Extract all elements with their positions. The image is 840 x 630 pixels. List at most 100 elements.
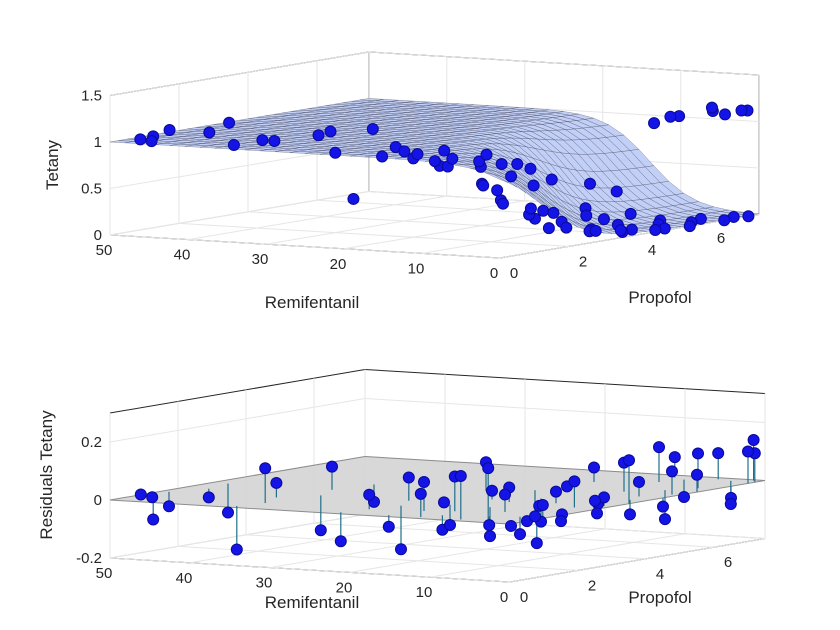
gridline (109, 557, 511, 583)
gridline (187, 195, 447, 241)
residual-point (588, 461, 600, 474)
z-tick-label: 0.5 (81, 181, 102, 198)
residual-point (712, 447, 725, 460)
residual-point (505, 519, 517, 532)
gridline (245, 534, 647, 560)
residual-point (230, 543, 243, 556)
data-point (446, 152, 459, 165)
residual-point (692, 447, 704, 460)
z-tick-label: 1.5 (81, 88, 102, 105)
residual-point (657, 500, 669, 513)
residuals-stem-plot: 0 10 20 30 40 50 0 2 4 6 -0.2 0 0.2 Remifentanil Pro… (37, 369, 766, 612)
data-point (560, 221, 573, 234)
data-point (610, 185, 623, 198)
residual-point (382, 520, 395, 533)
data-point (705, 101, 718, 114)
residual-point (334, 535, 347, 548)
residual-point (659, 513, 671, 526)
data-point (542, 222, 555, 235)
data-point (718, 214, 731, 227)
gridline (177, 545, 579, 571)
data-point (597, 213, 610, 226)
x-tick-label: 50 (96, 242, 113, 259)
residual-point (454, 469, 467, 482)
data-point (256, 134, 269, 147)
x-axis-label: Remifentanil (265, 293, 360, 312)
data-point (589, 224, 602, 237)
data-point (163, 124, 176, 137)
residual-point (530, 537, 543, 550)
residual-point (499, 488, 511, 501)
z-tick-label: 0 (94, 492, 102, 509)
data-point (524, 162, 537, 175)
data-point (491, 184, 504, 197)
gridlines (109, 51, 760, 259)
y-tick-label: 4 (656, 566, 664, 583)
data-point (411, 148, 424, 161)
z-tick-label: 0.2 (81, 434, 102, 451)
x-tick-label: 0 (500, 589, 508, 606)
residual-point (438, 496, 450, 509)
y-axis-label: Propofol (628, 588, 691, 607)
gridline (109, 398, 366, 443)
residual-point (314, 524, 327, 537)
residual-point (668, 451, 681, 464)
z-tick-label: -0.2 (76, 550, 102, 567)
data-point (742, 210, 755, 223)
residual-point (624, 508, 636, 521)
residual-point (418, 476, 430, 488)
y-axis-label: Propofol (628, 288, 691, 307)
x-tick-label: 50 (96, 565, 113, 582)
data-point (511, 157, 524, 170)
axis-line (109, 369, 366, 414)
residual-point (444, 519, 456, 532)
y-tick-label: 0 (520, 589, 528, 606)
data-point (664, 110, 677, 123)
residual-point (163, 500, 175, 513)
residual-point (536, 498, 549, 511)
y-tick-label: 6 (724, 554, 732, 571)
x-tick-label: 20 (330, 256, 347, 273)
x-tick-label: 30 (252, 251, 269, 268)
y-tick-label: 0 (510, 265, 518, 282)
data-point (527, 179, 540, 192)
residual-point (202, 491, 215, 504)
residual-point (747, 434, 760, 446)
data-point (347, 192, 360, 205)
data-point (719, 108, 731, 121)
gridline (509, 538, 766, 583)
data-point (203, 126, 216, 139)
residual-point (742, 445, 754, 458)
data-point (505, 170, 518, 183)
residual-point (484, 530, 496, 543)
gridline (109, 234, 501, 259)
residual-point (568, 475, 581, 488)
x-tick-label: 20 (336, 579, 353, 596)
data-point (545, 173, 558, 186)
z-axis-label: Tetany (43, 139, 62, 190)
gridline (313, 522, 715, 548)
data-point (480, 148, 493, 161)
residual-point (633, 475, 645, 488)
data-point (438, 144, 451, 157)
residual-point (623, 454, 635, 467)
gridline (364, 398, 766, 423)
y-tick-label: 2 (588, 577, 596, 594)
data-point (227, 138, 240, 151)
residual-point (414, 487, 427, 500)
residual-point (482, 462, 495, 475)
data-point (614, 224, 627, 237)
gridline (349, 528, 606, 573)
residual-point (514, 528, 526, 541)
data-point (324, 125, 337, 138)
residual-point (222, 506, 234, 519)
residual-point (363, 488, 376, 501)
data-point (398, 145, 411, 158)
gridline (189, 518, 446, 564)
residual-point (653, 441, 665, 454)
data-point (735, 104, 748, 117)
data-point (495, 157, 508, 170)
x-tick-label: 10 (416, 584, 433, 601)
